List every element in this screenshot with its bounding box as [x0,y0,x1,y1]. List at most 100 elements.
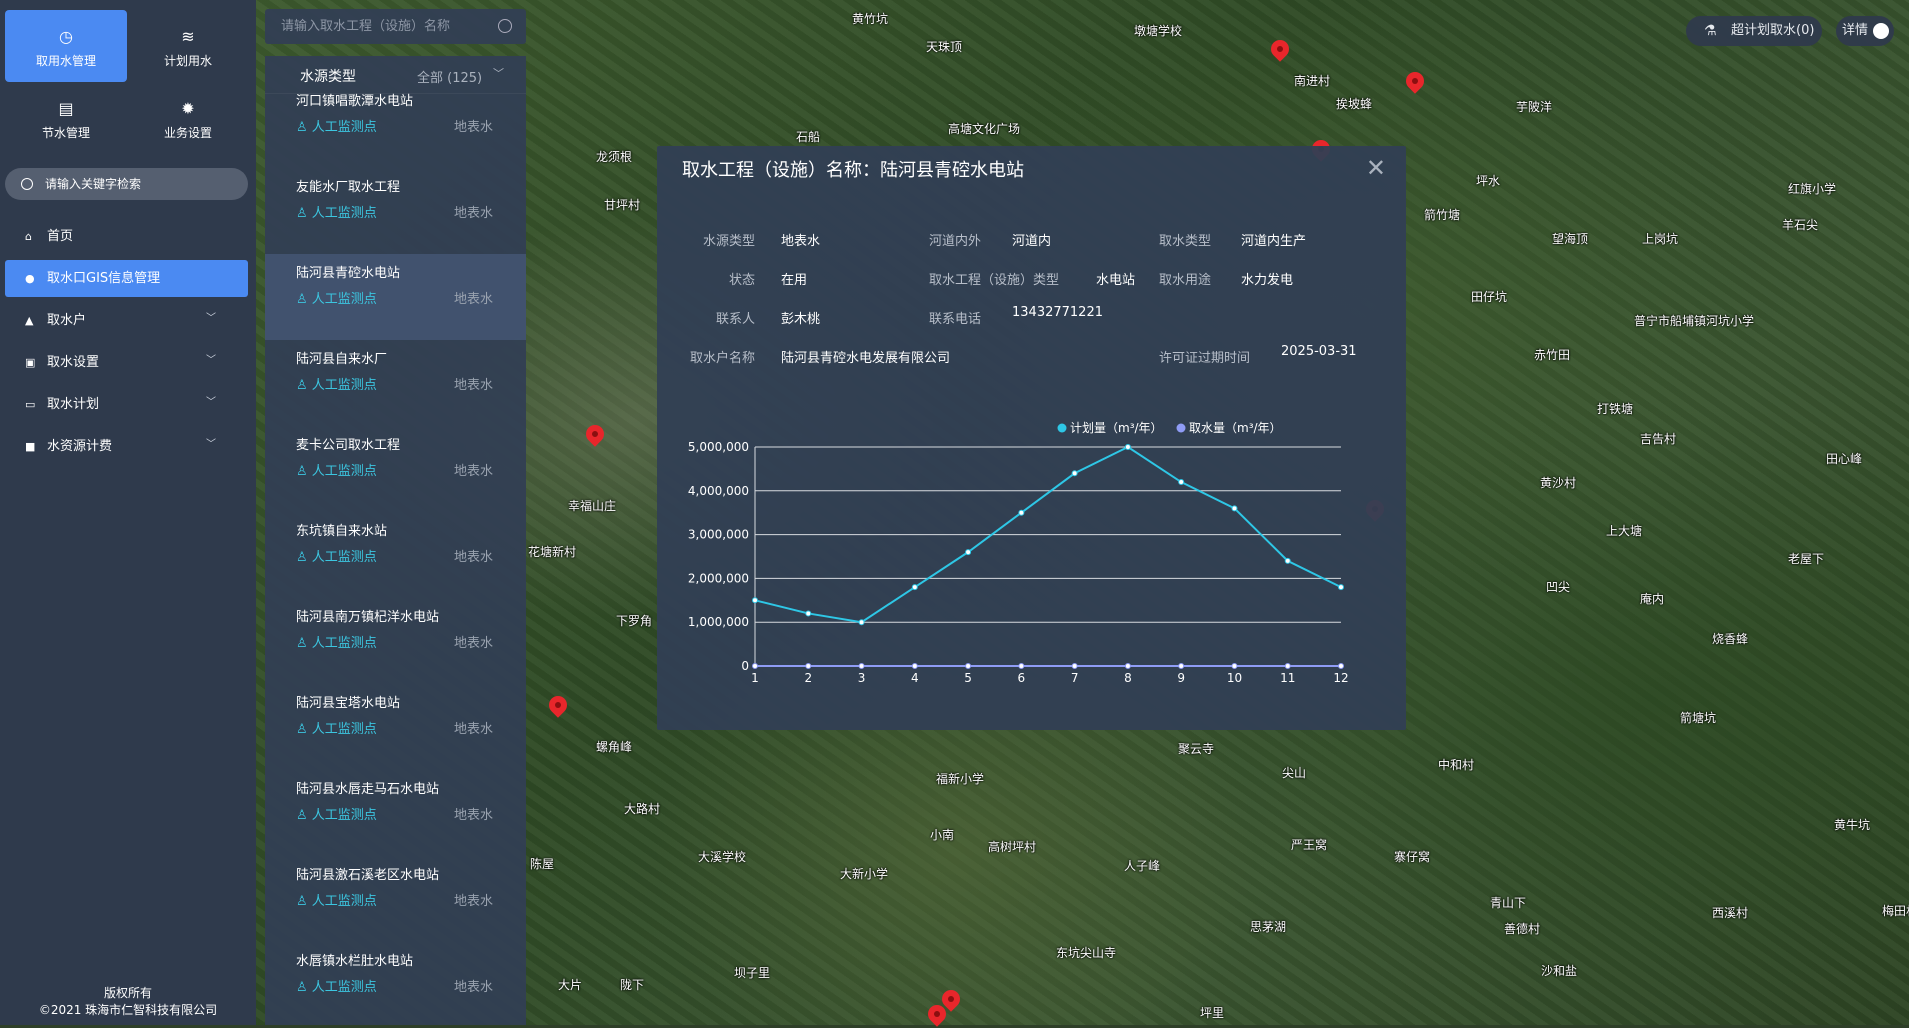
map-place-label: 高塘文化广场 [948,122,1021,136]
monitor-tag[interactable]: ♙ 人工监测点 [296,550,377,565]
map-place-label: 龙须根 [596,150,633,164]
status-label: 状态 [728,273,755,288]
monitor-tag[interactable]: ♙ 人工监测点 [296,378,377,393]
x-tick-label: 4 [911,671,919,685]
map-place-label: 箭竹塘 [1424,208,1461,222]
map-place-label: 坝子里 [734,966,771,980]
tile-business-settings[interactable]: ✹ 业务设置 [163,99,212,141]
legend-marker [1057,423,1067,433]
list-item[interactable]: 东坑镇自来水站 ♙ 人工监测点 地表水 [265,512,526,598]
menu-gis[interactable]: ● 取水口GIS信息管理 [5,260,248,297]
water-source: 地表水 [454,808,494,823]
map-place-label: 甘坪村 [604,198,641,212]
map-place-label: 挨坡蜂 [1336,97,1373,111]
map-place-label: 烧香蜂 [1712,632,1749,646]
list-item[interactable]: 陆河县宝塔水电站 ♙ 人工监测点 地表水 [265,684,526,770]
tile-water-management[interactable]: ◷ 取用水管理 [5,10,127,82]
facility-type-value: 水电站 [1096,273,1136,288]
legend-marker [1176,423,1186,433]
map-place-label: 沙和盐 [1541,964,1578,978]
x-tick-label: 10 [1227,671,1242,685]
user-icon: ♙ [296,894,312,909]
user-icon: ▲ [25,314,34,327]
list-item[interactable]: 陆河县南万镇杞洋水电站 ♙ 人工监测点 地表水 [265,598,526,684]
facility-name: 水唇镇水栏肚水电站 [296,954,414,969]
water-source: 地表水 [454,980,494,995]
gauge-icon: ◷ [59,27,73,46]
map-place-label: 思茅湖 [1250,920,1287,934]
water-chart: 0 1,000,000 2,000,000 3,000,000 4,000,000 5,0… [688,421,1349,685]
tile-water-saving[interactable]: ▤ 节水管理 [41,99,90,141]
map-place-label: 大路村 [624,802,661,816]
owner-value: 陆河县青硿水电发展有限公司 [781,351,951,366]
monitor-tag[interactable]: ♙ 人工监测点 [296,894,377,909]
list-item[interactable]: 陆河县激石溪老区水电站 ♙ 人工监测点 地表水 [265,856,526,942]
menu-home[interactable]: ⌂ 首页 [5,218,248,255]
list-item[interactable]: 友能水厂取水工程 ♙ 人工监测点 地表水 [265,168,526,254]
facility-name: 友能水厂取水工程 [296,180,401,195]
map-place-label: 红旗小学 [1788,182,1837,196]
usage-label: 取水用途 [1159,273,1212,288]
list-item[interactable]: 陆河县自来水厂 ♙ 人工监测点 地表水 [265,340,526,426]
menu-billing[interactable]: ■ 水资源计费 ﹀ [5,428,248,465]
filter-select[interactable]: 全部 (125) [417,71,483,86]
over-plan-button[interactable]: ⚗ 超计划取水(0) [1686,16,1822,46]
map-place-label: 黄牛坑 [1834,818,1871,832]
list-item[interactable]: 麦卡公司取水工程 ♙ 人工监测点 地表水 [265,426,526,512]
water-source: 地表水 [454,894,494,909]
y-tick-label: 2,000,000 [688,571,749,585]
facility-name: 陆河县激石溪老区水电站 [296,868,440,883]
map-place-label: 陇下 [620,978,645,992]
user-icon: ♙ [296,120,312,135]
monitor-tag[interactable]: ♙ 人工监测点 [296,206,377,221]
facility-detail-popup: 取水工程（设施）名称：陆河县青硿水电站 ✕ 水源类型 地表水 河道内外 河道内 取水类型… [657,146,1406,730]
map-place-label: 墩塘学校 [1134,24,1183,38]
map-place-label: 庵内 [1640,592,1665,606]
monitor-tag[interactable]: ♙ 人工监测点 [296,464,377,479]
keyword-search-input[interactable]: 请输入关键字检索 [5,168,248,200]
map-marker-icon[interactable] [582,421,608,447]
legend-label: 计划量（m³/年） [1070,421,1163,435]
facility-name: 东坑镇自来水站 [296,524,388,539]
map-place-label: 陈屋 [530,857,555,871]
water-source: 地表水 [454,206,494,221]
water-source-filter[interactable]: 水源类型 全部 (125) ﹀ [265,56,526,94]
close-icon[interactable]: ✕ [1365,154,1386,182]
map-marker-icon[interactable] [1402,68,1428,94]
data-point [1231,663,1238,669]
map-place-label: 箭塘坑 [1680,711,1717,725]
search-icon[interactable] [498,19,512,33]
menu-water-users[interactable]: ▲ 取水户 ﹀ [5,302,248,339]
map-marker-icon[interactable] [545,692,571,718]
monitor-tag[interactable]: ♙ 人工监测点 [296,292,377,307]
water-source: 地表水 [454,464,494,479]
map-place-label: 寨仔窝 [1394,850,1431,864]
flask-icon: ⚗ [1704,23,1717,39]
map-place-label: 善德村 [1504,922,1541,936]
monitor-tag[interactable]: ♙ 人工监测点 [296,636,377,651]
tile-plan-water[interactable]: ≋ 计划用水 [163,27,212,69]
details-toggle[interactable]: 详情 [1836,16,1894,46]
menu-water-settings[interactable]: ▣ 取水设置 ﹀ [5,344,248,381]
menu-water-plan[interactable]: ▭ 取水计划 ﹀ [5,386,248,423]
monitor-tag[interactable]: ♙ 人工监测点 [296,808,377,823]
map-place-label: 梅田村 [1882,904,1909,918]
list-item[interactable]: 陆河县青硿水电站 ♙ 人工监测点 地表水 [265,254,526,340]
data-point [1284,557,1291,564]
list-item[interactable]: 陆河县水唇走马石水电站 ♙ 人工监测点 地表水 [265,770,526,856]
search-icon [21,178,33,190]
monitor-tag[interactable]: ♙ 人工监测点 [296,120,377,135]
copyright: 版权所有 [103,986,152,1000]
list-item[interactable]: 水唇镇水栏肚水电站 ♙ 人工监测点 地表水 [265,942,526,1028]
map-place-label: 芋陂洋 [1516,100,1553,114]
monitor-tag[interactable]: ♙ 人工监测点 [296,980,377,995]
data-point [1124,663,1131,669]
list-item[interactable]: 河口镇唱歌潭水电站 ♙ 人工监测点 地表水 [265,82,526,168]
map-place-label: 上大塘 [1606,524,1643,538]
monitor-tag[interactable]: ♙ 人工监测点 [296,722,377,737]
map-marker-icon[interactable] [1267,36,1293,62]
map-place-label: 上岗坑 [1642,232,1679,246]
facility-search-input[interactable]: 请输入取水工程（设施）名称 [265,9,526,44]
data-point [1018,663,1025,669]
x-tick-label: 7 [1071,671,1079,685]
